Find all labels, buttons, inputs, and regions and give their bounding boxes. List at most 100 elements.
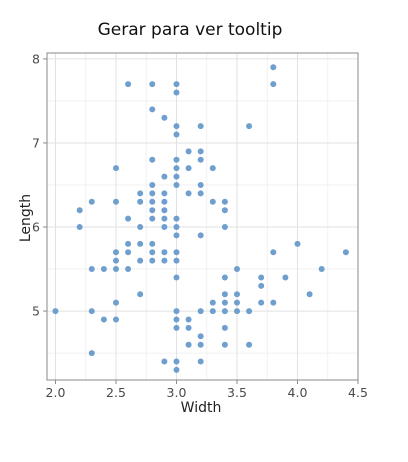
data-point[interactable] (137, 224, 144, 231)
data-point[interactable] (137, 240, 144, 247)
data-point[interactable] (173, 165, 180, 172)
data-point[interactable] (125, 215, 132, 222)
data-point[interactable] (185, 341, 192, 348)
data-point[interactable] (197, 148, 204, 155)
data-point[interactable] (221, 291, 228, 298)
data-point[interactable] (173, 156, 180, 163)
data-point[interactable] (197, 190, 204, 197)
data-point[interactable] (221, 207, 228, 214)
data-point[interactable] (149, 198, 156, 205)
data-point[interactable] (185, 316, 192, 323)
data-point[interactable] (246, 123, 253, 130)
data-point[interactable] (161, 257, 168, 264)
data-point[interactable] (88, 266, 95, 273)
data-point[interactable] (125, 249, 132, 256)
data-point[interactable] (258, 282, 265, 289)
data-point[interactable] (161, 114, 168, 121)
data-point[interactable] (173, 224, 180, 231)
data-point[interactable] (125, 240, 132, 247)
data-point[interactable] (173, 181, 180, 188)
data-point[interactable] (318, 266, 325, 273)
data-point[interactable] (233, 299, 240, 306)
data-point[interactable] (137, 198, 144, 205)
data-point[interactable] (197, 358, 204, 365)
data-point[interactable] (185, 165, 192, 172)
data-point[interactable] (137, 190, 144, 197)
data-point[interactable] (197, 232, 204, 239)
data-point[interactable] (173, 274, 180, 281)
data-point[interactable] (173, 366, 180, 373)
data-point[interactable] (173, 123, 180, 130)
data-point[interactable] (173, 257, 180, 264)
data-point[interactable] (173, 324, 180, 331)
data-point[interactable] (161, 198, 168, 205)
data-point[interactable] (209, 165, 216, 172)
data-point[interactable] (125, 81, 132, 88)
data-point[interactable] (221, 224, 228, 231)
data-point[interactable] (149, 257, 156, 264)
data-point[interactable] (246, 308, 253, 315)
data-point[interactable] (161, 173, 168, 180)
data-point[interactable] (258, 299, 265, 306)
data-point[interactable] (342, 249, 349, 256)
data-point[interactable] (209, 198, 216, 205)
data-point[interactable] (221, 324, 228, 331)
data-point[interactable] (149, 249, 156, 256)
data-point[interactable] (173, 89, 180, 96)
data-point[interactable] (233, 266, 240, 273)
data-point[interactable] (258, 274, 265, 281)
data-point[interactable] (137, 257, 144, 264)
data-point[interactable] (221, 308, 228, 315)
data-point[interactable] (233, 291, 240, 298)
data-point[interactable] (112, 165, 119, 172)
data-point[interactable] (233, 308, 240, 315)
data-point[interactable] (185, 148, 192, 155)
data-point[interactable] (149, 181, 156, 188)
data-point[interactable] (125, 266, 132, 273)
data-point[interactable] (149, 106, 156, 113)
data-point[interactable] (197, 333, 204, 340)
data-point[interactable] (246, 341, 253, 348)
data-point[interactable] (137, 291, 144, 298)
data-point[interactable] (149, 81, 156, 88)
data-point[interactable] (209, 299, 216, 306)
data-point[interactable] (161, 207, 168, 214)
data-point[interactable] (221, 341, 228, 348)
data-point[interactable] (221, 274, 228, 281)
data-point[interactable] (221, 198, 228, 205)
data-point[interactable] (149, 215, 156, 222)
data-point[interactable] (76, 207, 83, 214)
data-point[interactable] (100, 266, 107, 273)
data-point[interactable] (270, 299, 277, 306)
data-point[interactable] (209, 308, 216, 315)
data-point[interactable] (52, 308, 59, 315)
data-point[interactable] (197, 341, 204, 348)
data-point[interactable] (221, 299, 228, 306)
data-point[interactable] (185, 324, 192, 331)
data-point[interactable] (197, 308, 204, 315)
data-point[interactable] (149, 156, 156, 163)
data-point[interactable] (173, 173, 180, 180)
data-point[interactable] (197, 156, 204, 163)
data-point[interactable] (197, 123, 204, 130)
data-point[interactable] (294, 240, 301, 247)
data-point[interactable] (173, 131, 180, 138)
data-point[interactable] (282, 274, 289, 281)
data-point[interactable] (112, 257, 119, 264)
data-point[interactable] (100, 316, 107, 323)
data-point[interactable] (149, 240, 156, 247)
data-point[interactable] (76, 224, 83, 231)
data-point[interactable] (306, 291, 313, 298)
data-point[interactable] (112, 249, 119, 256)
data-point[interactable] (270, 81, 277, 88)
data-point[interactable] (173, 316, 180, 323)
data-point[interactable] (112, 266, 119, 273)
data-point[interactable] (88, 308, 95, 315)
data-point[interactable] (112, 198, 119, 205)
data-point[interactable] (161, 358, 168, 365)
data-point[interactable] (88, 198, 95, 205)
data-point[interactable] (197, 181, 204, 188)
data-point[interactable] (161, 215, 168, 222)
data-point[interactable] (149, 190, 156, 197)
data-point[interactable] (270, 249, 277, 256)
